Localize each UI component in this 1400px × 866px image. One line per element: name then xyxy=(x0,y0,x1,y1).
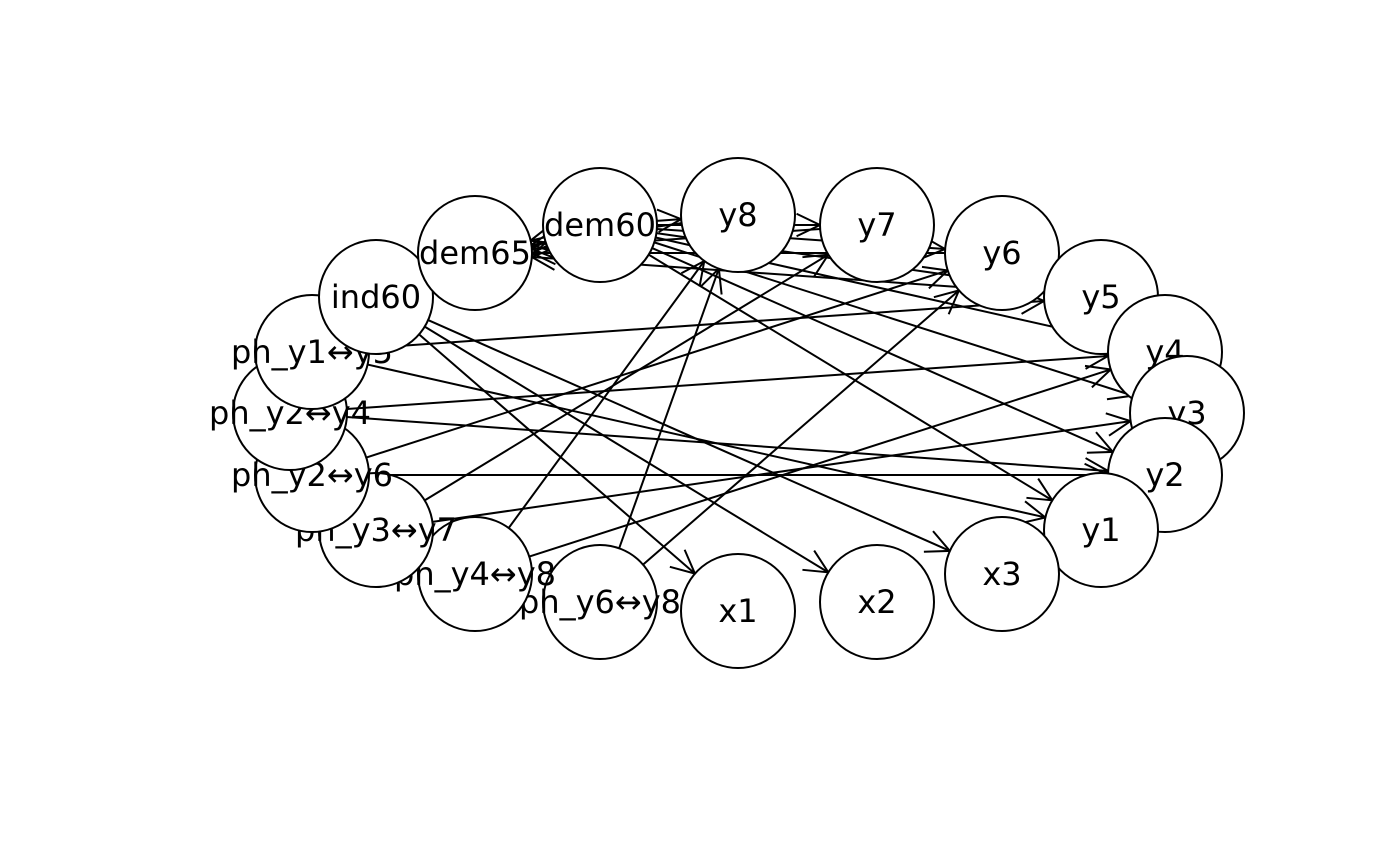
node-y1: y1 xyxy=(1043,472,1159,588)
node-label: y2 xyxy=(1145,456,1184,494)
node-label: dem65 xyxy=(419,234,531,272)
edge-line xyxy=(427,319,951,552)
edge-line xyxy=(528,368,1112,558)
node-dem60: dem60 xyxy=(542,167,658,283)
node-ph_y4y8: ph_y4↔y8 xyxy=(394,516,556,632)
edge-line xyxy=(618,268,720,549)
edge-line xyxy=(424,253,829,502)
node-label: ph_y6↔y8 xyxy=(519,583,681,621)
node-x3: x3 xyxy=(944,516,1060,632)
node-ind60: ind60 xyxy=(318,239,434,355)
edge-line xyxy=(642,289,960,566)
node-label: dem60 xyxy=(544,206,656,244)
nodes-layer: y8 y7y6y5y4y3y2y1x3x2x1ph_y6↔y8ph_y4↔y8ph… xyxy=(209,157,1245,669)
node-circle xyxy=(944,516,1060,632)
edge-ph_y6y8-to-y6 xyxy=(642,288,961,566)
edge-line xyxy=(365,269,949,459)
node-y8: y8 xyxy=(680,157,796,273)
edge-line xyxy=(368,299,1045,350)
node-label: x2 xyxy=(857,583,896,621)
node-label: y1 xyxy=(1081,511,1120,549)
node-label: y6 xyxy=(982,234,1021,272)
node-label: x3 xyxy=(982,555,1021,593)
node-circle xyxy=(680,157,796,273)
node-label: x1 xyxy=(718,592,757,630)
node-circle xyxy=(318,239,434,355)
node-circle xyxy=(542,167,658,283)
node-circle xyxy=(1043,472,1159,588)
node-circle xyxy=(944,195,1060,311)
node-label: y5 xyxy=(1081,278,1120,316)
node-label: ind60 xyxy=(331,278,421,316)
node-y6: y6 xyxy=(944,195,1060,311)
edge-line xyxy=(507,260,706,529)
node-y7: y7 xyxy=(819,167,935,283)
node-circle xyxy=(542,544,658,660)
edge-line xyxy=(367,363,1046,519)
node-x1: x1 xyxy=(680,553,796,669)
node-x2: x2 xyxy=(819,544,935,660)
edge-line xyxy=(432,420,1131,523)
edge-ph_y6y8-to-y8 xyxy=(618,266,723,549)
edge-line xyxy=(424,325,829,574)
node-circle xyxy=(819,167,935,283)
node-circle xyxy=(417,516,533,632)
edge-line xyxy=(651,247,1114,453)
node-label: y7 xyxy=(857,206,896,244)
edge-line xyxy=(648,253,1053,502)
node-ph_y6y8: ph_y6↔y8 xyxy=(519,544,681,660)
node-label: y8 xyxy=(718,196,757,234)
node-circle xyxy=(680,553,796,669)
edge-line xyxy=(418,333,696,575)
node-circle xyxy=(819,544,935,660)
edge-line xyxy=(346,416,1109,472)
edge-line xyxy=(346,354,1109,411)
node-circle xyxy=(417,195,533,311)
edge-line xyxy=(656,218,682,222)
node-dem65: dem65 xyxy=(417,195,533,311)
